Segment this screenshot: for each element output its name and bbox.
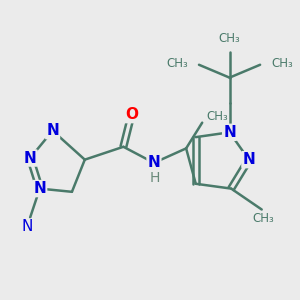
Text: N: N <box>223 125 236 140</box>
Text: N: N <box>46 123 59 138</box>
Text: CH₃: CH₃ <box>252 212 274 225</box>
Text: O: O <box>125 107 138 122</box>
Text: CH₃: CH₃ <box>272 57 293 70</box>
Text: CH₃: CH₃ <box>219 32 240 46</box>
Text: N: N <box>148 155 160 170</box>
Text: H: H <box>149 171 160 185</box>
Text: N: N <box>242 152 255 167</box>
Text: CH₃: CH₃ <box>206 110 228 123</box>
Text: N: N <box>33 181 46 196</box>
Text: N: N <box>24 151 37 166</box>
Text: N: N <box>21 219 33 234</box>
Text: CH₃: CH₃ <box>166 57 188 70</box>
